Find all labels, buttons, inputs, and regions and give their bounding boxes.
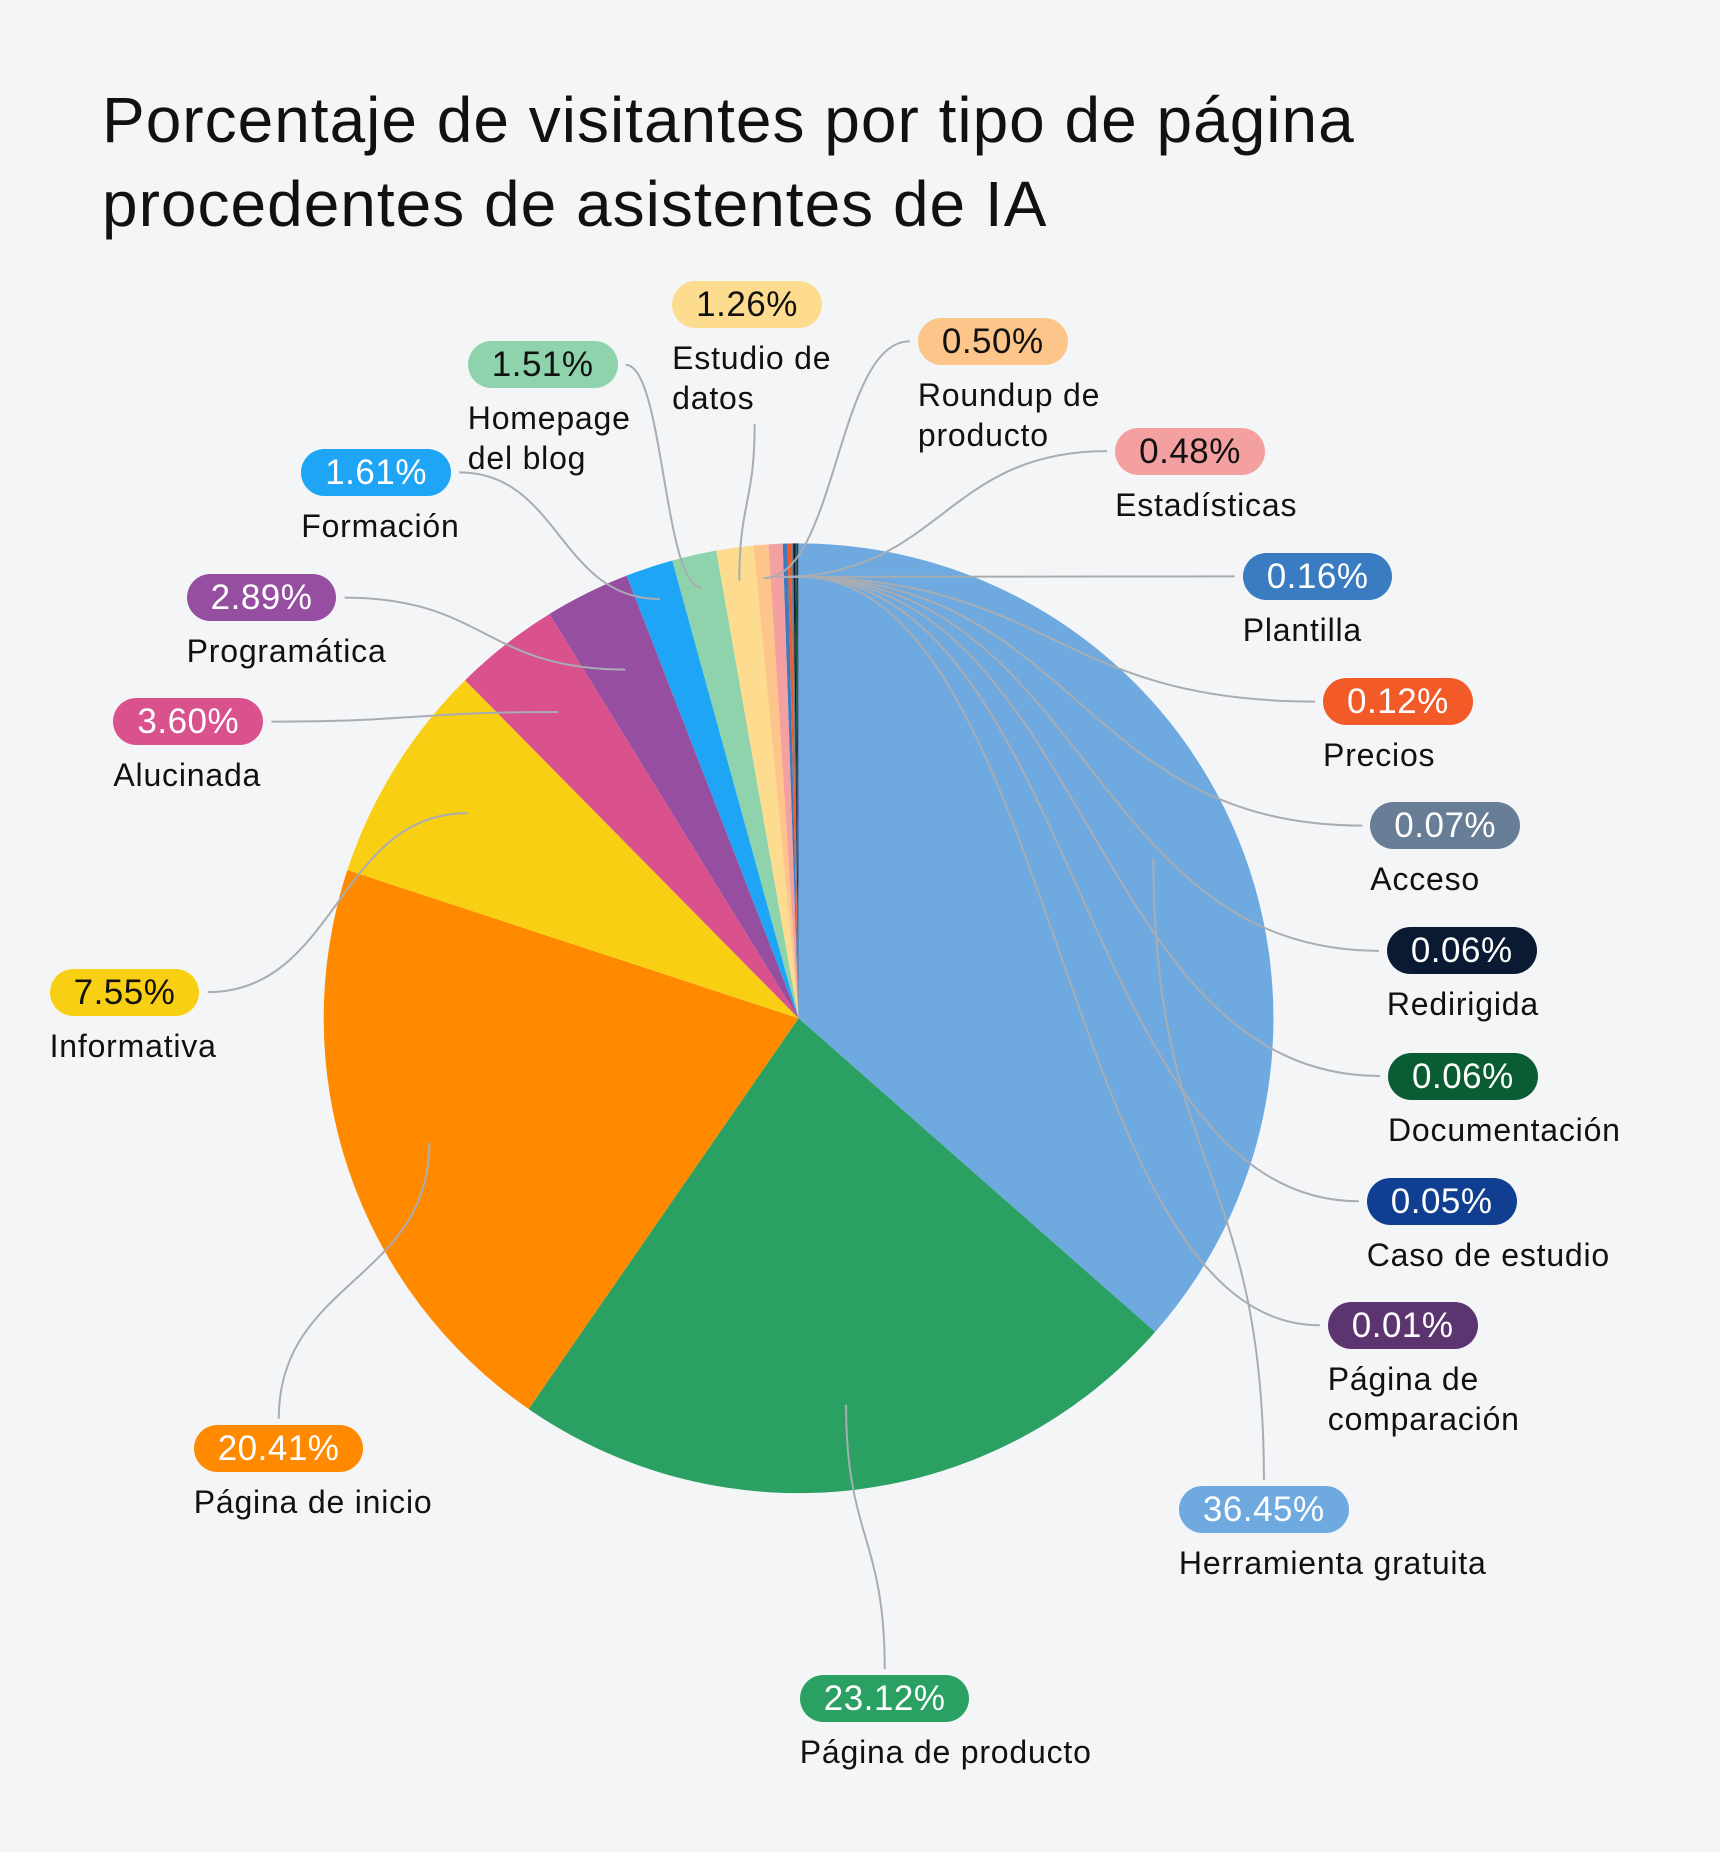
category-label: Alucinada [113, 757, 262, 794]
slice [672, 550, 799, 1019]
leader-line [796, 575, 1381, 1078]
label: 1.51% Homepage del blog [467, 341, 675, 478]
leader-line [797, 575, 1359, 1203]
value-label: 1.26% [672, 281, 822, 329]
label: 3.60% Alucinada [113, 698, 264, 795]
label: 7.55% Informativa [49, 968, 217, 1066]
leader-line [794, 575, 1379, 952]
label: 0.48% Estadísticas [1115, 427, 1298, 525]
category-label: Redirigida [1386, 986, 1539, 1023]
category-label: Estudio de datos [672, 340, 832, 417]
category-label: Página de producto [799, 1734, 1092, 1771]
value-label: 0.50% [917, 317, 1068, 365]
category-label: Caso de estudio [1366, 1236, 1611, 1273]
value-label: 0.06% [1386, 927, 1537, 975]
label: 0.01% Página de comparación [1327, 1301, 1612, 1439]
leaders [207, 340, 1381, 1670]
leader-line [792, 575, 1363, 827]
value-label: 0.06% [1388, 1052, 1538, 1100]
label: 36.45% Herramienta gratuita [1178, 1486, 1487, 1583]
leader-line [789, 575, 1316, 703]
slice [768, 543, 799, 1019]
leader-line [344, 596, 626, 671]
leader-line [1152, 857, 1265, 1481]
category-label: Herramienta gratuita [1178, 1545, 1487, 1582]
label: 0.07% Acceso [1370, 802, 1521, 899]
slices [323, 543, 1274, 1494]
value-label: 0.48% [1115, 427, 1265, 475]
slice [794, 543, 799, 1019]
slice [798, 543, 1274, 1332]
slice [716, 545, 799, 1019]
category-label: Estadísticas [1115, 486, 1298, 523]
leader-line [277, 1142, 431, 1419]
value-label: 36.45% [1178, 1486, 1349, 1534]
slice [626, 560, 799, 1019]
slice [787, 543, 799, 1019]
leader-line [777, 450, 1108, 579]
label: 1.26% Estudio de datos [672, 281, 849, 418]
value-label: 1.61% [301, 448, 451, 496]
slice [782, 543, 799, 1019]
value-label: 7.55% [49, 968, 200, 1016]
value-label: 3.60% [113, 698, 264, 746]
slice [549, 575, 799, 1019]
value-label: 20.41% [193, 1424, 364, 1472]
leader-line [271, 710, 559, 723]
slice [528, 1018, 1156, 1494]
category-label: Acceso [1370, 861, 1481, 898]
label: 0.16% Plantilla [1242, 552, 1393, 650]
slice [796, 543, 799, 1019]
slice [793, 543, 799, 1019]
label: 0.05% Caso de estudio [1366, 1177, 1611, 1275]
category-label: Página de comparación [1327, 1360, 1520, 1437]
label: 1.61% Formación [301, 448, 460, 546]
value-label: 0.12% [1323, 678, 1473, 726]
label: 2.89% Programática [186, 574, 387, 671]
label: 23.12% Página de producto [799, 1675, 1092, 1772]
category-label: Página de inicio [193, 1483, 433, 1520]
label: 0.06% Redirigida [1386, 927, 1539, 1024]
slice [465, 613, 799, 1019]
slice [753, 544, 799, 1019]
leader-line [738, 424, 756, 581]
value-label: 0.16% [1242, 552, 1393, 600]
chart-title: Porcentaje de visitantes por tipo de pág… [102, 84, 1355, 240]
category-label: Informativa [49, 1027, 217, 1064]
category-label: Precios [1323, 737, 1436, 774]
leader-line [845, 1404, 886, 1670]
category-label: Programática [186, 633, 387, 670]
label: 0.12% Precios [1323, 678, 1473, 775]
category-label: Plantilla [1242, 611, 1362, 648]
category-label: Homepage del blog [467, 400, 631, 477]
category-label: Formación [301, 507, 460, 544]
slice [347, 680, 799, 1019]
value-label: 0.01% [1327, 1301, 1478, 1349]
category-label: Roundup de producto [917, 376, 1101, 453]
leader-line [207, 812, 468, 994]
category-label: Documentación [1388, 1111, 1621, 1148]
value-label: 23.12% [799, 1675, 970, 1723]
leader-line [625, 363, 702, 589]
leader-line [459, 471, 660, 601]
label: 0.06% Documentación [1388, 1052, 1621, 1150]
leader-line [763, 340, 910, 580]
leader-line [798, 575, 1320, 1327]
value-label: 2.89% [186, 574, 337, 622]
value-label: 0.07% [1370, 802, 1521, 850]
label: 20.41% Página de inicio [193, 1424, 433, 1522]
value-label: 1.51% [467, 341, 618, 389]
slice [791, 543, 799, 1019]
value-label: 0.05% [1366, 1177, 1517, 1225]
label: 0.50% Roundup de producto [917, 317, 1160, 455]
slice [323, 870, 799, 1409]
